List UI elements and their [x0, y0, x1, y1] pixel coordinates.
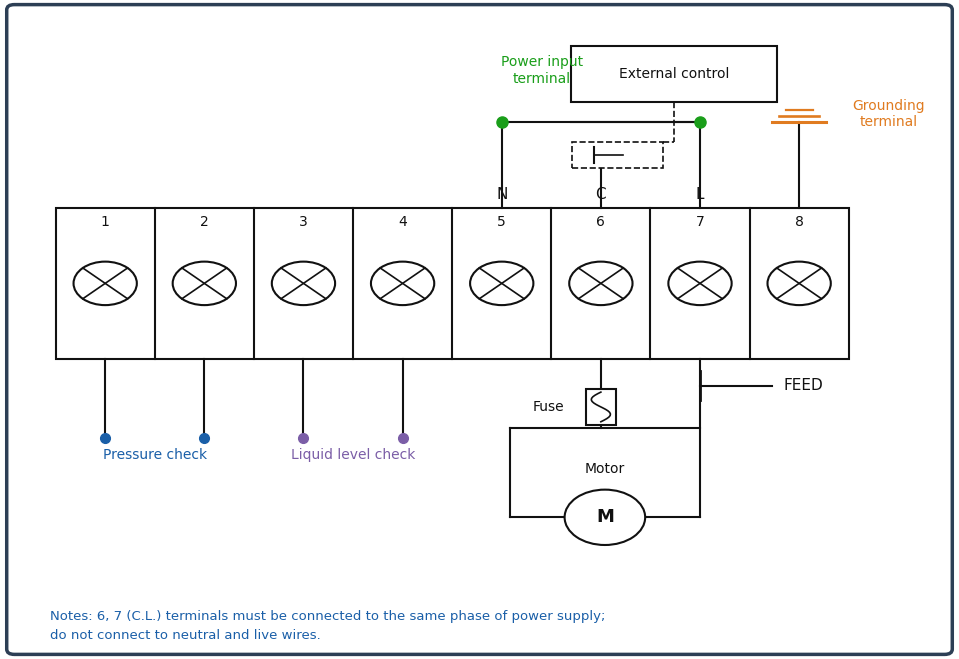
Text: External control: External control — [619, 67, 729, 81]
Text: FEED: FEED — [784, 378, 823, 393]
Text: Grounding
terminal: Grounding terminal — [852, 99, 924, 129]
Text: Power input
terminal: Power input terminal — [501, 55, 583, 86]
Text: Pressure check: Pressure check — [103, 448, 207, 462]
Text: 3: 3 — [299, 215, 308, 229]
Circle shape — [173, 262, 236, 305]
Text: M: M — [596, 508, 614, 527]
Circle shape — [570, 262, 633, 305]
Text: Liquid level check: Liquid level check — [291, 448, 415, 462]
Circle shape — [271, 262, 335, 305]
Text: Fuse: Fuse — [533, 400, 565, 414]
Text: L: L — [696, 187, 704, 202]
Text: 1: 1 — [101, 215, 109, 229]
Text: C: C — [596, 187, 606, 202]
Circle shape — [74, 262, 137, 305]
FancyBboxPatch shape — [7, 5, 952, 654]
Text: 8: 8 — [795, 215, 804, 229]
Text: 5: 5 — [498, 215, 506, 229]
Bar — [573, 142, 664, 168]
Bar — [586, 389, 617, 425]
Text: Notes: 6, 7 (C.L.) terminals must be connected to the same phase of power supply: Notes: 6, 7 (C.L.) terminals must be con… — [50, 610, 605, 642]
Text: 7: 7 — [695, 215, 704, 229]
Circle shape — [565, 490, 645, 545]
Circle shape — [668, 262, 732, 305]
Text: 6: 6 — [596, 215, 605, 229]
Circle shape — [371, 262, 434, 305]
Bar — [571, 46, 777, 102]
Text: 2: 2 — [200, 215, 209, 229]
Text: Motor: Motor — [585, 463, 625, 476]
Circle shape — [767, 262, 830, 305]
Circle shape — [470, 262, 533, 305]
Bar — [56, 208, 849, 359]
Text: N: N — [496, 187, 507, 202]
Text: 4: 4 — [398, 215, 407, 229]
